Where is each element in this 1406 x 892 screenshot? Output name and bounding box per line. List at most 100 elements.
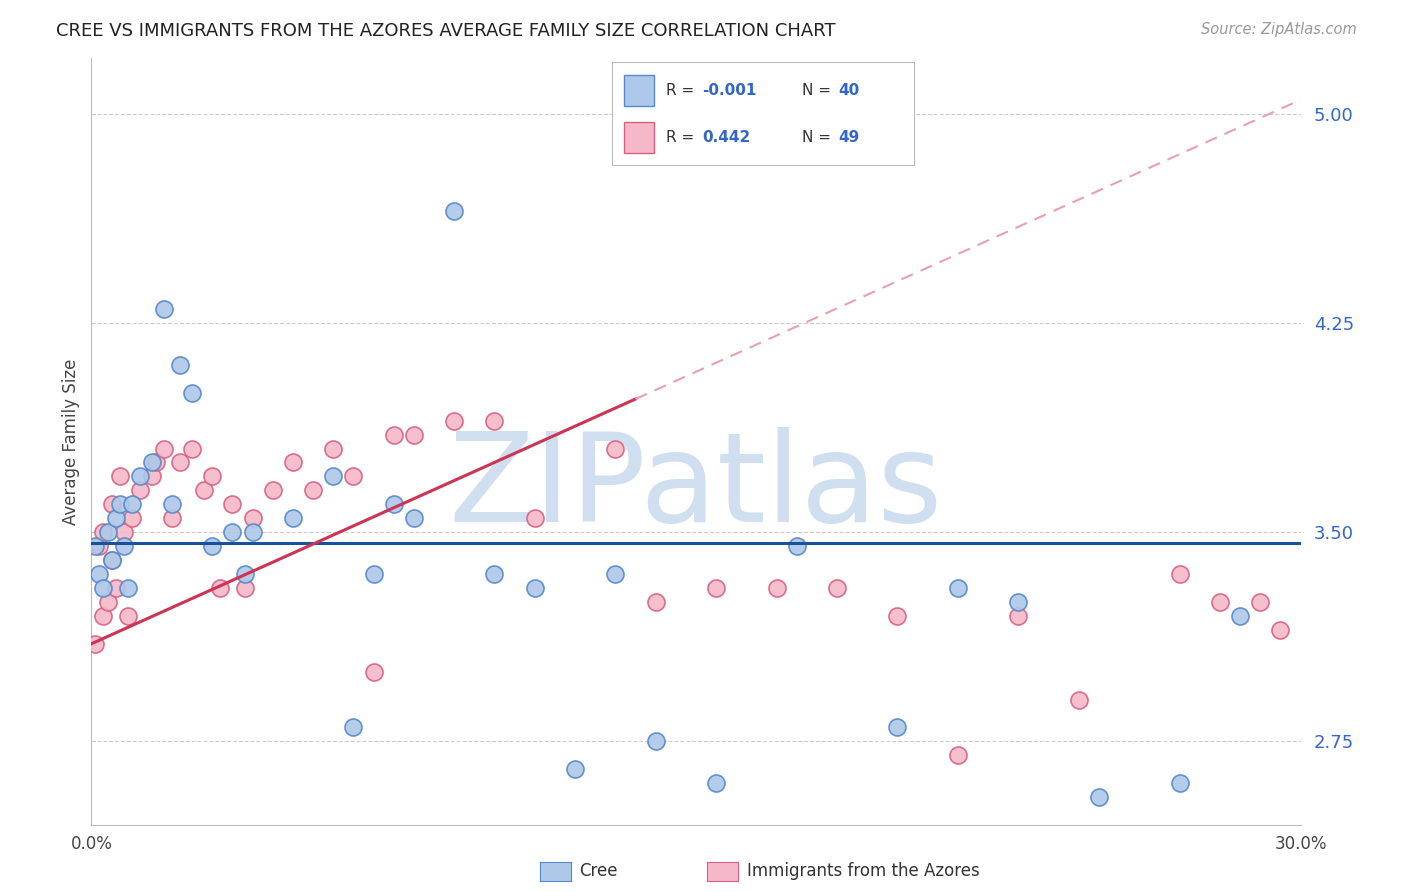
Y-axis label: Average Family Size: Average Family Size — [62, 359, 80, 524]
Point — [302, 483, 325, 498]
Point — [121, 497, 143, 511]
Point — [605, 442, 627, 456]
Point — [112, 525, 135, 540]
Point — [145, 455, 167, 469]
Point — [1168, 776, 1191, 790]
Point — [89, 567, 111, 582]
Point — [128, 483, 150, 498]
Point — [402, 511, 425, 525]
Point — [262, 483, 284, 498]
Point — [322, 469, 344, 483]
Point — [1249, 595, 1271, 609]
Point — [484, 414, 506, 428]
Point — [1007, 595, 1029, 609]
Point — [402, 427, 425, 442]
Point — [765, 581, 787, 595]
Point — [363, 567, 385, 582]
Point — [169, 455, 191, 469]
Point — [100, 497, 122, 511]
Point — [1088, 790, 1111, 805]
Point — [221, 525, 243, 540]
Point — [1007, 608, 1029, 623]
Point — [169, 358, 191, 372]
Bar — [624, 122, 654, 153]
Point — [382, 497, 405, 511]
Text: R =: R = — [666, 130, 699, 145]
Point — [153, 442, 176, 456]
Point — [342, 721, 364, 735]
Point — [946, 581, 969, 595]
Point — [704, 581, 727, 595]
Point — [363, 665, 385, 679]
Point — [644, 595, 666, 609]
Point — [96, 595, 118, 609]
Point — [233, 581, 256, 595]
Bar — [624, 75, 654, 105]
Point — [886, 608, 908, 623]
Point — [117, 581, 139, 595]
Point — [221, 497, 243, 511]
Point — [100, 553, 122, 567]
Point — [1270, 623, 1292, 637]
Point — [104, 581, 127, 595]
Point — [484, 567, 506, 582]
Point — [108, 469, 131, 483]
Point — [786, 539, 808, 553]
Point — [1067, 692, 1090, 706]
Point — [605, 567, 627, 582]
Point — [281, 511, 304, 525]
Text: Cree: Cree — [579, 863, 617, 880]
Point — [644, 734, 666, 748]
Point — [181, 442, 204, 456]
Point — [93, 608, 115, 623]
Point — [201, 539, 224, 553]
Point — [564, 762, 586, 776]
Point — [1168, 567, 1191, 582]
Point — [342, 469, 364, 483]
Point — [128, 469, 150, 483]
Point — [382, 427, 405, 442]
Text: Immigrants from the Azores: Immigrants from the Azores — [747, 863, 980, 880]
Point — [443, 204, 465, 219]
Text: R =: R = — [666, 83, 699, 97]
Point — [117, 608, 139, 623]
Point — [201, 469, 224, 483]
Point — [121, 511, 143, 525]
Point — [112, 539, 135, 553]
Point — [141, 455, 163, 469]
Text: Source: ZipAtlas.com: Source: ZipAtlas.com — [1201, 22, 1357, 37]
Point — [242, 525, 264, 540]
Point — [281, 455, 304, 469]
Point — [181, 385, 204, 400]
Point — [523, 511, 546, 525]
Point — [96, 525, 118, 540]
Text: ZIPatlas: ZIPatlas — [449, 427, 943, 548]
Text: -0.001: -0.001 — [703, 83, 756, 97]
Point — [523, 581, 546, 595]
Point — [1209, 595, 1232, 609]
Point — [153, 301, 176, 316]
Point — [93, 581, 115, 595]
Point — [193, 483, 215, 498]
Point — [1229, 608, 1251, 623]
Point — [93, 525, 115, 540]
Text: N =: N = — [801, 83, 837, 97]
Text: N =: N = — [801, 130, 837, 145]
Text: 0.442: 0.442 — [703, 130, 751, 145]
Point — [233, 567, 256, 582]
Point — [84, 539, 107, 553]
Point — [322, 442, 344, 456]
Point — [160, 497, 183, 511]
Point — [209, 581, 232, 595]
Point — [141, 469, 163, 483]
Point — [946, 748, 969, 763]
Point — [108, 497, 131, 511]
Point — [100, 553, 122, 567]
Point — [104, 511, 127, 525]
Text: 49: 49 — [838, 130, 859, 145]
Point — [825, 581, 848, 595]
Point — [89, 539, 111, 553]
Point — [84, 637, 107, 651]
Point — [886, 721, 908, 735]
Point — [242, 511, 264, 525]
